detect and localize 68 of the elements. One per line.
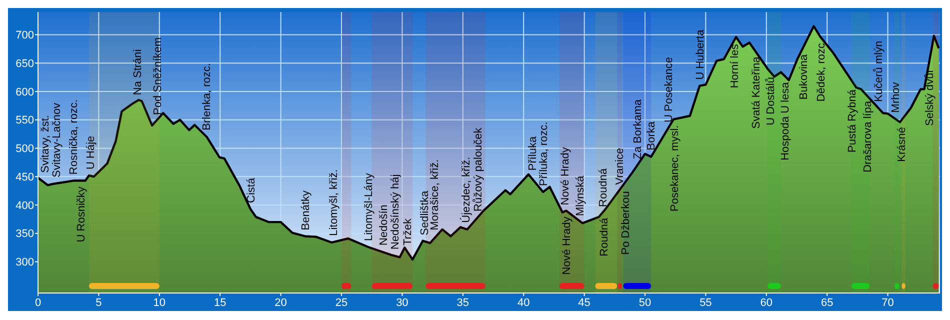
annotation: Svitavy, žst. [40, 115, 52, 173]
annotation: Nové Hrady [561, 216, 574, 275]
y-tick-label: 450 [16, 171, 34, 184]
annotation: Pustá Rybná [846, 88, 858, 153]
annotation: Nedošín [378, 204, 390, 246]
annotation: Mrhov [890, 82, 902, 113]
annotation: Po Džberkou [620, 191, 632, 255]
x-tick-label: 60 [760, 297, 773, 309]
x-tick-label: 0 [34, 297, 42, 309]
annotation: Mlýnská [574, 174, 586, 216]
y-tick-label: 650 [16, 58, 34, 70]
x-tick-label: 35 [456, 297, 470, 309]
annotation: Litomyšl-Lány [363, 172, 376, 242]
x-tick-label: 30 [396, 297, 408, 309]
x-tick-label: 65 [820, 297, 834, 309]
annotation: Sedlištka [419, 190, 432, 236]
annotation: Posekanec, mysl. [669, 125, 682, 212]
y-tick-label: 350 [16, 228, 34, 240]
y-tick-label: 550 [16, 114, 34, 127]
annotation: Bukovina [798, 53, 810, 100]
annotation: Čistá [244, 177, 258, 203]
annotation: Benátky [300, 190, 312, 230]
annotation: Roudná [598, 216, 611, 256]
x-tick-label: 55 [700, 297, 712, 309]
annotation: Morašice, křiž. [428, 159, 441, 230]
annotation: U Háje [85, 136, 98, 170]
annotation: U Huberta [694, 28, 707, 80]
annotation: Za Borkama [632, 98, 644, 160]
annotation: Drašarova lípa [862, 100, 874, 172]
x-tick-label: 20 [274, 297, 287, 309]
x-tick-label: 25 [335, 297, 348, 309]
x-tick-label: 5 [96, 297, 102, 309]
annotation: Na Stráni [132, 49, 144, 96]
annotation: U Rosničky [75, 186, 88, 242]
annotation: Dědek, rozc [815, 42, 828, 102]
x-tick-label: 15 [214, 297, 226, 309]
annotation: Růžový palouček [472, 127, 484, 212]
annotation: Rosnička, rozc. [68, 99, 80, 175]
annotation: Újezdec, křiž. [459, 156, 472, 223]
y-tick-label: 300 [16, 256, 34, 269]
annotation: Příluka [527, 136, 540, 171]
annotation: U Dostálů [765, 77, 778, 126]
annotation: Příluka, rozc. [538, 122, 550, 186]
x-tick-label: 40 [517, 297, 530, 309]
x-tick-label: 45 [578, 297, 590, 309]
x-tick-label: 70 [882, 297, 894, 309]
annotation: Litomyšl, křiž. [328, 169, 340, 236]
annotation: Pod Sněžníkem [152, 37, 164, 115]
y-tick-label: 500 [16, 143, 34, 156]
annotation: Svitavy-Lačnov [51, 102, 64, 178]
annotation: Krásné [896, 126, 908, 162]
y-tick-label: 700 [16, 30, 34, 42]
annotation: Horní les [729, 44, 742, 88]
annotation: Svatá Kateřina [750, 56, 762, 129]
annotation: Hospoda U lesa [780, 81, 792, 160]
annotation: Brlenka, rozc. [201, 63, 214, 130]
annotation: U Posekance [663, 56, 676, 122]
annotation: Nové Hrady [559, 146, 572, 206]
x-tick-label: 50 [638, 297, 652, 309]
y-tick-label: 400 [16, 200, 34, 212]
annotation: Roudná [598, 168, 610, 207]
annotation: Nedošínský háj [389, 174, 402, 250]
annotation: Borka [645, 120, 658, 150]
annotation: Tržek [402, 218, 414, 246]
annotation: Kučerů mlýn [873, 40, 886, 102]
y-tick-label: 600 [16, 86, 34, 98]
x-tick-label: 10 [153, 297, 166, 309]
annotation: Vranice [614, 148, 626, 185]
